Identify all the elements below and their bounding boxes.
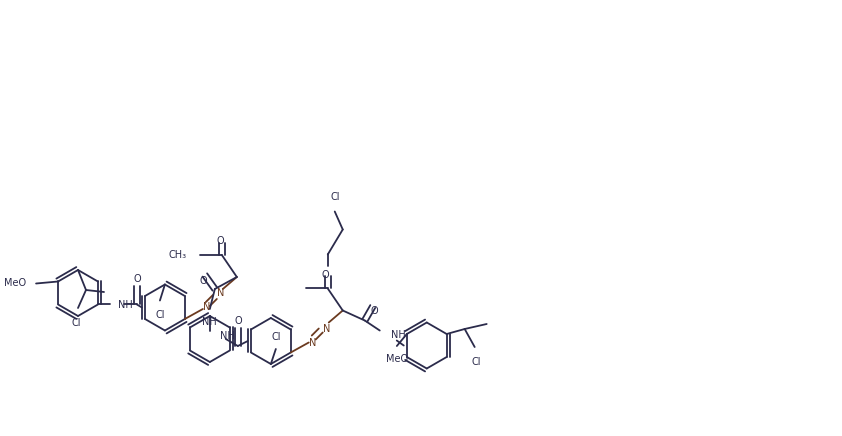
- Text: Cl: Cl: [472, 357, 482, 367]
- Text: N: N: [323, 324, 330, 334]
- Text: O: O: [199, 276, 206, 286]
- Text: MeO: MeO: [386, 354, 408, 364]
- Text: O: O: [371, 306, 379, 316]
- Text: MeO: MeO: [4, 279, 26, 289]
- Text: Cl: Cl: [155, 310, 165, 320]
- Text: Cl: Cl: [72, 318, 81, 328]
- Text: NH: NH: [220, 331, 235, 341]
- Text: O: O: [133, 273, 141, 283]
- Text: N: N: [203, 302, 210, 312]
- Text: O: O: [322, 269, 329, 279]
- Text: NH: NH: [118, 300, 133, 310]
- Text: Cl: Cl: [330, 191, 339, 201]
- Text: N: N: [217, 288, 225, 298]
- Text: O: O: [216, 236, 224, 246]
- Text: NH: NH: [391, 330, 406, 341]
- Text: Cl: Cl: [271, 332, 280, 342]
- Text: NH: NH: [202, 317, 217, 327]
- Text: CH₃: CH₃: [168, 250, 187, 260]
- Text: N: N: [309, 337, 317, 347]
- Text: O: O: [234, 316, 242, 326]
